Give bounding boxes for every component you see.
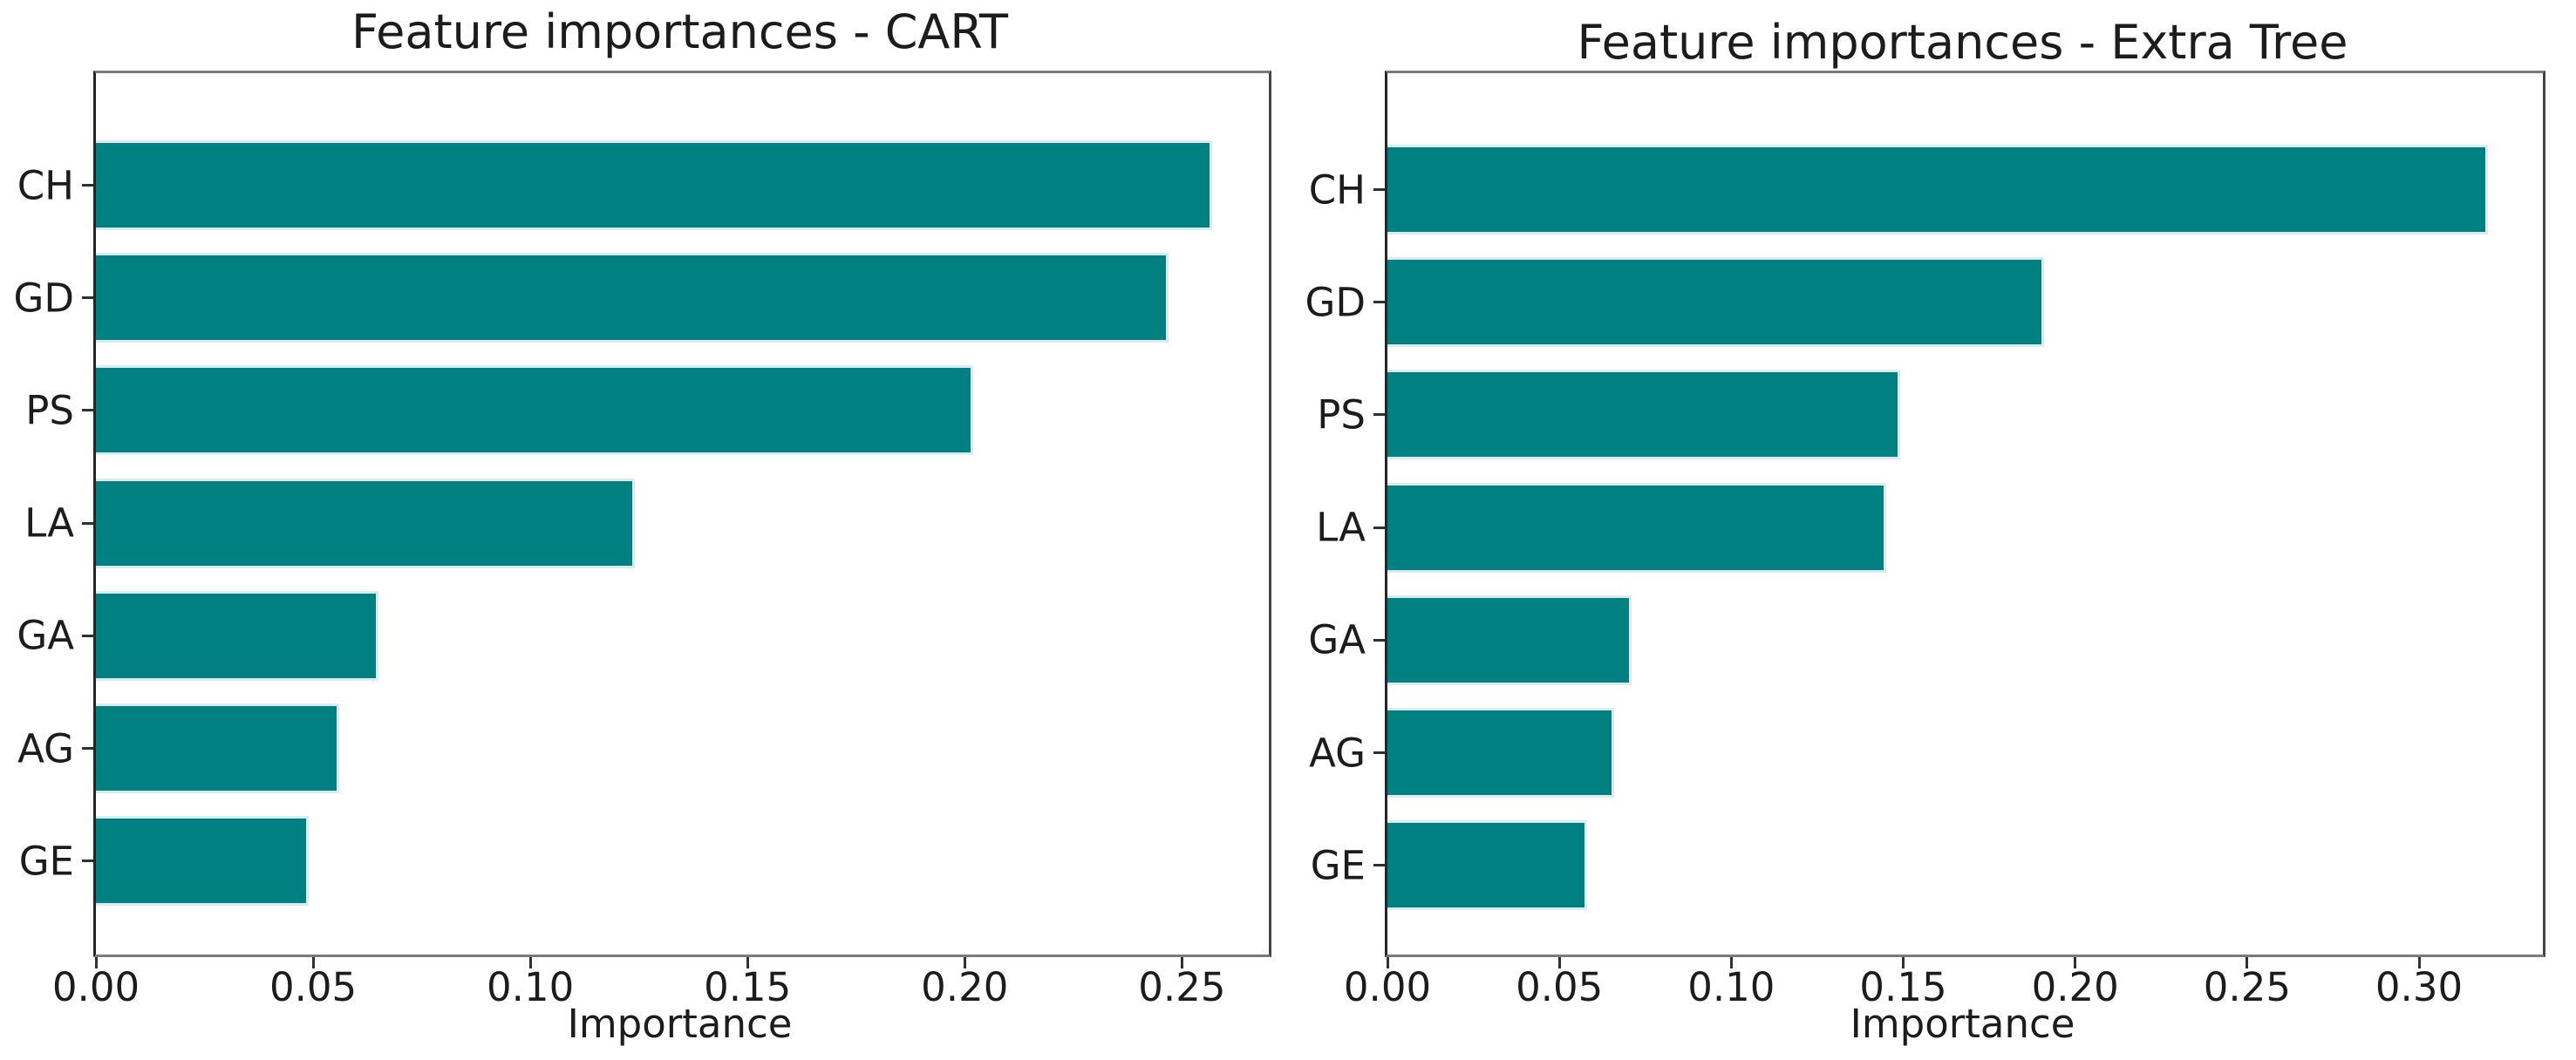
x-tick-label: 0.05 [1516,964,1604,1010]
y-tick-mark [82,860,93,863]
bar-ag [96,703,339,793]
x-tick-label: 0.00 [51,964,140,1010]
y-tick-mark [82,521,93,525]
x-tick-label: 0.15 [704,964,792,1010]
x-tick-mark [311,957,315,968]
x-tick-mark [2417,957,2421,968]
y-tick-mark [82,747,93,750]
x-tick-mark [2245,957,2249,968]
y-tick-label-gd: GD [13,275,74,322]
y-tick-label-gd: GD [1305,279,1366,326]
x-tick-label: 0.00 [1343,964,1432,1010]
x-tick-mark [1386,957,1389,968]
x-tick-label: 0.10 [1687,964,1775,1010]
bar-ch [1387,145,2488,234]
y-tick-mark [1373,301,1385,304]
bar-la [1387,482,1886,573]
x-tick-label: 0.25 [1138,964,1226,1010]
x-tick-mark [2074,957,2077,968]
x-axis-label: Importance [567,1001,793,1047]
y-tick-label-ps: PS [25,387,74,434]
bar-ps [1387,370,1900,460]
y-tick-label-la: LA [1316,504,1366,551]
y-tick-mark [82,296,93,300]
bar-ge [1387,820,1587,911]
x-tick-label: 0.20 [2031,964,2119,1010]
y-tick-label-ag: AG [1309,730,1366,776]
y-tick-label-ge: GE [18,838,74,885]
y-tick-label-ga: GA [1308,616,1366,663]
bar-ag [1387,708,1614,798]
bar-gd [96,253,1169,343]
bar-gd [1387,257,2044,348]
bar-ps [96,365,973,456]
chart-title: Feature importances - Extra Tree [1577,15,2348,70]
x-tick-mark [963,957,966,968]
x-axis-label: Importance [1850,1001,2075,1047]
bar-la [96,478,635,568]
x-tick-label: 0.10 [487,964,575,1010]
y-tick-mark [1373,864,1385,867]
x-tick-mark [1902,957,1905,968]
y-tick-label-la: LA [24,499,74,547]
x-tick-mark [1729,957,1733,968]
x-tick-label: 0.25 [2203,964,2291,1010]
chart-feature-importances-cart: Feature importances - CART Importance CH… [13,4,1271,1047]
bar-ga [1387,595,1632,685]
chart-title: Feature importances - CART [351,4,1008,59]
y-tick-mark [1373,413,1385,417]
bar-ga [96,590,378,681]
y-tick-mark [82,409,93,412]
y-tick-mark [1373,751,1385,754]
y-tick-label-ge: GE [1310,842,1366,889]
y-tick-label-ch: CH [17,162,74,208]
plot-area [93,71,1271,957]
x-tick-label: 0.30 [2375,964,2464,1010]
x-tick-mark [746,957,749,968]
plot-area [1385,71,2545,957]
chart-feature-importances-extra-tree: Feature importances - Extra Tree Importa… [1288,0,2576,1060]
x-tick-label: 0.05 [269,964,358,1010]
x-tick-label: 0.15 [1859,964,1947,1010]
y-tick-mark [82,634,93,637]
x-tick-mark [1180,957,1183,968]
y-tick-label-ga: GA [17,612,74,659]
y-tick-label-ch: CH [1308,166,1366,213]
y-tick-mark [1373,526,1385,529]
x-tick-mark [1557,957,1561,968]
y-tick-mark [1373,638,1385,642]
bar-ge [96,816,309,907]
bar-ch [96,140,1212,230]
x-tick-label: 0.20 [921,964,1009,1010]
y-tick-label-ag: AG [17,725,74,771]
y-tick-mark [82,184,93,187]
x-tick-mark [94,957,98,968]
x-tick-mark [528,957,532,968]
y-tick-mark [1373,188,1385,191]
y-tick-label-ps: PS [1317,391,1366,438]
